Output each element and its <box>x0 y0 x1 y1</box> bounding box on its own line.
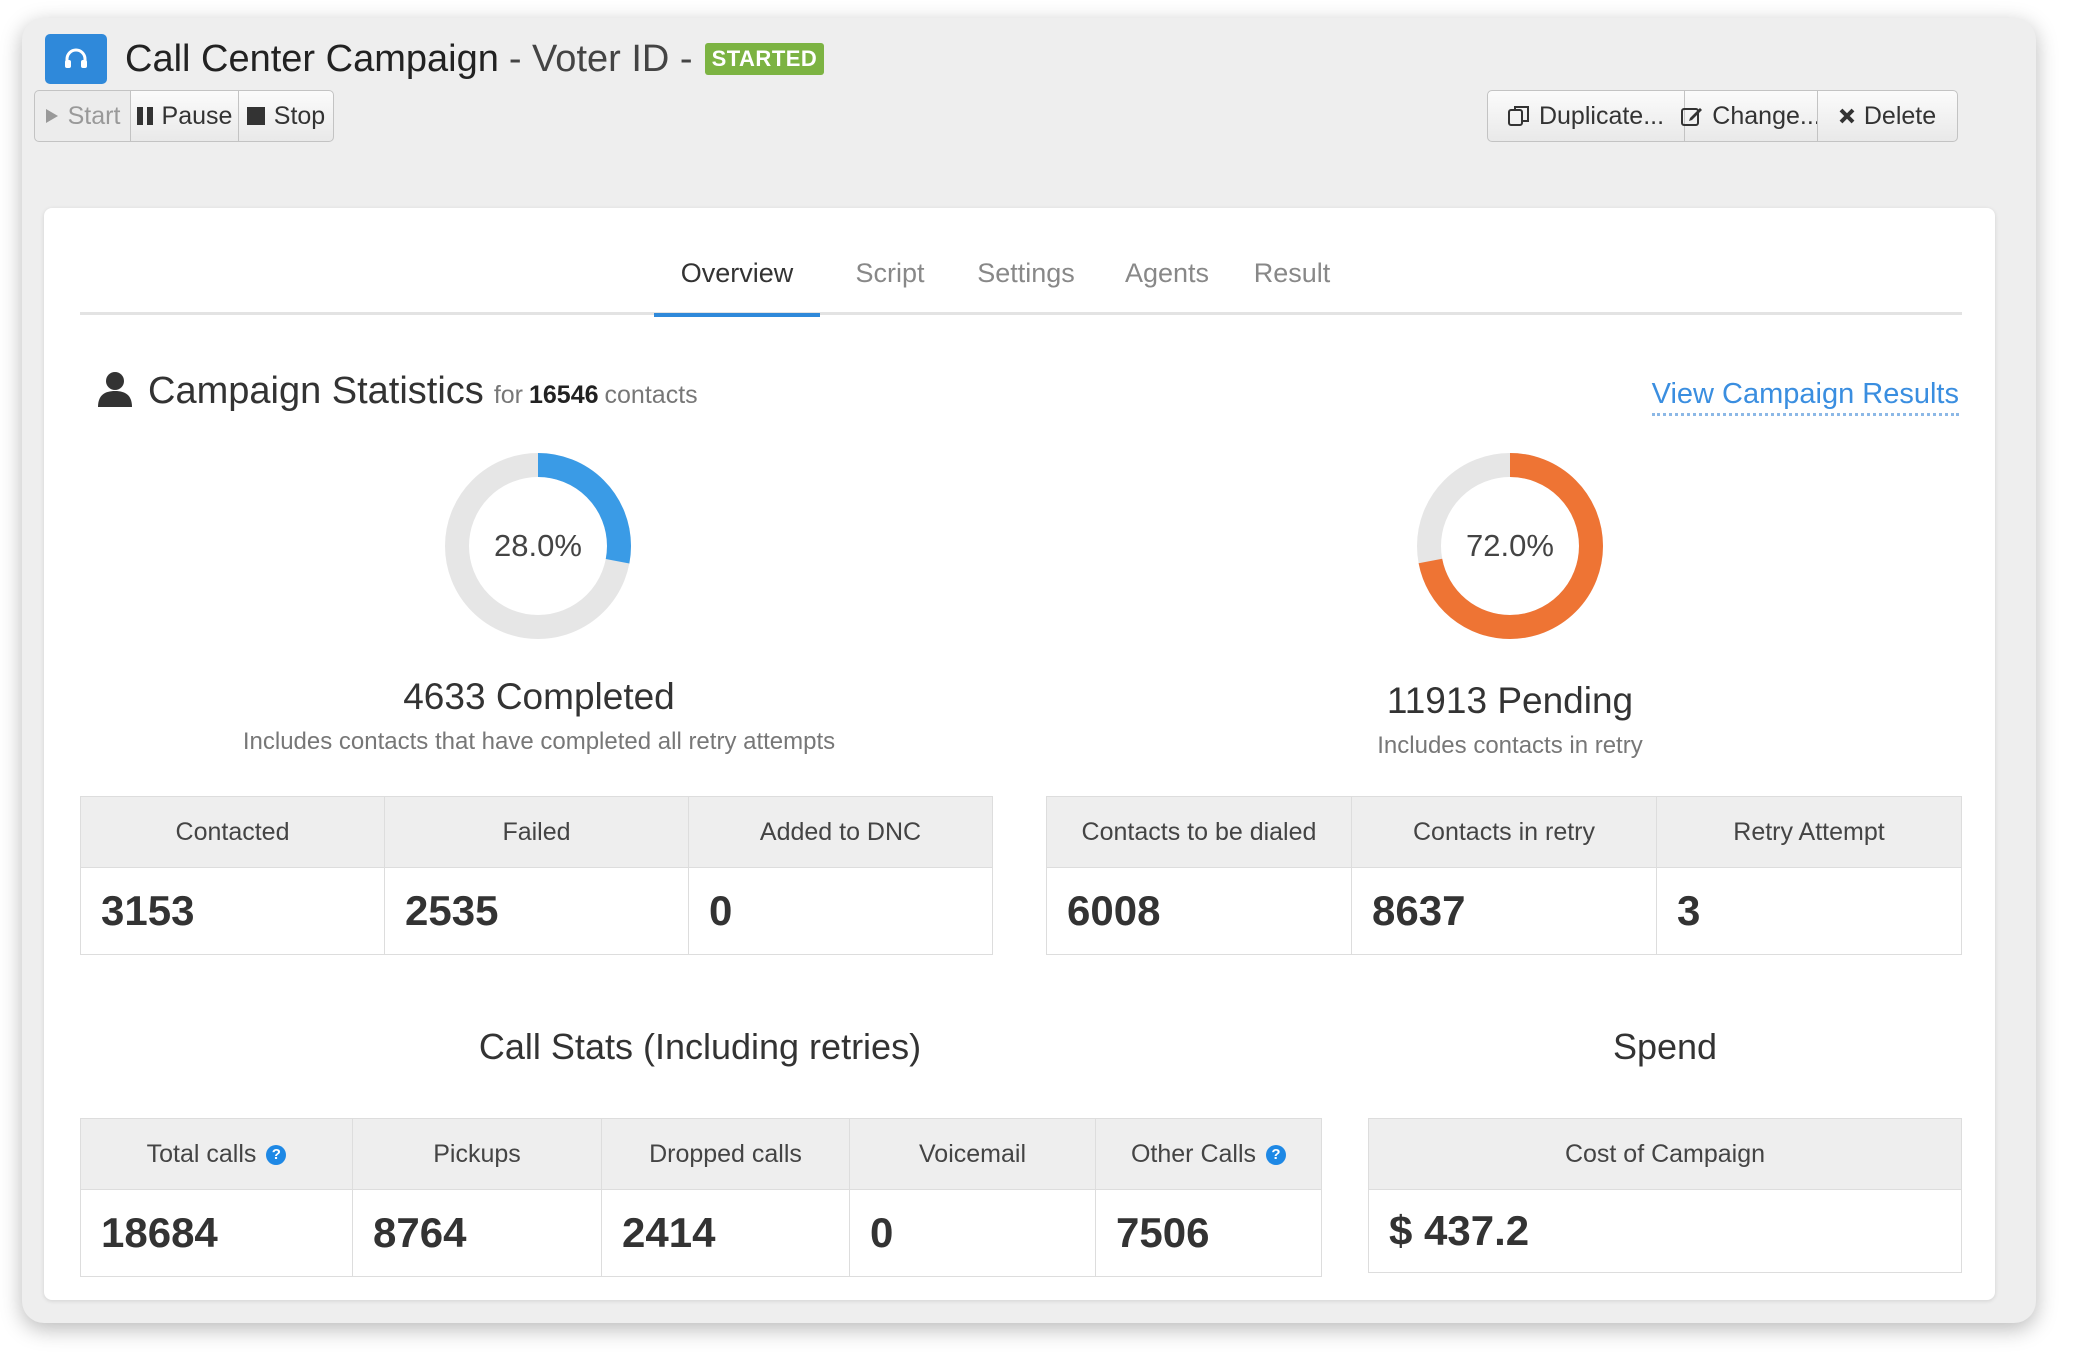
header-contacts-to-be-dialed: Contacts to be dialed <box>1046 796 1352 868</box>
change-label: Change... <box>1712 101 1821 130</box>
pause-label: Pause <box>161 101 233 130</box>
tab-result[interactable]: Result <box>1242 258 1342 312</box>
delete-button[interactable]: Delete <box>1817 90 1958 142</box>
campaign-panel: Overview Script Settings Agents Result C… <box>44 208 1995 1300</box>
call-stats-table: Total calls? Pickups Dropped calls Voice… <box>80 1118 1322 1277</box>
tab-result-label: Result <box>1253 258 1331 288</box>
status-badge: STARTED <box>704 43 825 75</box>
tab-agents[interactable]: Agents <box>1112 258 1222 312</box>
tab-settings[interactable]: Settings <box>960 258 1092 312</box>
pause-button[interactable]: Pause <box>130 90 239 142</box>
stop-button[interactable]: Stop <box>238 90 334 142</box>
pending-percent: 72.0% <box>1466 528 1554 563</box>
value-voicemail: 0 <box>849 1189 1096 1277</box>
header-total-calls: Total calls? <box>80 1118 353 1190</box>
stats-title: Campaign Statistics <box>148 370 484 412</box>
app-window: Call Center Campaign - Voter ID - STARTE… <box>22 18 2036 1323</box>
pending-note: Includes contacts in retry <box>1377 732 1643 759</box>
header-other-calls: Other Calls? <box>1095 1118 1322 1190</box>
tab-script[interactable]: Script <box>840 258 940 312</box>
tab-overview-label: Overview <box>680 258 794 288</box>
play-icon <box>45 108 59 124</box>
copy-icon <box>1507 105 1530 127</box>
completed-percent: 28.0% <box>494 528 582 563</box>
table-row: $ 437.2 <box>1368 1189 1962 1273</box>
change-button[interactable]: Change... <box>1681 90 1821 142</box>
other-calls-label: Other Calls <box>1130 1139 1257 1168</box>
close-icon <box>1839 108 1855 124</box>
value-total-calls: 18684 <box>80 1189 353 1277</box>
user-icon <box>98 371 132 412</box>
page-title: Call Center Campaign <box>125 37 499 80</box>
completed-donut-arc <box>445 453 631 639</box>
spend-table: Cost of Campaign $ 437.2 <box>1368 1118 1962 1273</box>
tab-bar: Overview Script Settings Agents Result <box>80 258 1962 317</box>
header-voicemail: Voicemail <box>849 1118 1096 1190</box>
pause-icon <box>136 107 153 125</box>
duplicate-button[interactable]: Duplicate... <box>1487 90 1685 142</box>
completed-donut: 28.0% <box>443 451 633 641</box>
tab-overview[interactable]: Overview <box>654 258 820 317</box>
stop-label: Stop <box>273 101 326 130</box>
view-campaign-results-link[interactable]: View Campaign Results <box>1651 378 1959 416</box>
table-header-row: Contacted Failed Added to DNC <box>80 796 993 868</box>
tab-agents-label: Agents <box>1124 258 1210 288</box>
table-header-row: Contacts to be dialed Contacts in retry … <box>1046 796 1962 868</box>
tab-settings-label: Settings <box>977 258 1075 288</box>
completed-note: Includes contacts that have completed al… <box>242 728 836 755</box>
help-icon[interactable]: ? <box>266 1144 287 1165</box>
completed-breakdown-table: Contacted Failed Added to DNC 3153 2535 … <box>80 796 993 955</box>
page-subtitle: - Voter ID - <box>508 37 693 80</box>
value-contacted: 3153 <box>80 867 385 955</box>
header-added-to-dnc: Added to DNC <box>688 796 993 868</box>
campaign-title: Call Center Campaign - Voter ID - STARTE… <box>125 34 825 84</box>
value-failed: 2535 <box>384 867 689 955</box>
help-icon[interactable]: ? <box>1266 1144 1287 1165</box>
start-button[interactable]: Start <box>34 90 131 142</box>
table-header-row: Cost of Campaign <box>1368 1118 1962 1190</box>
contacts-label: contacts <box>604 381 698 409</box>
header-contacts-in-retry: Contacts in retry <box>1351 796 1657 868</box>
campaign-statistics-heading: Campaign Statistics for 16546 contacts <box>98 370 698 413</box>
campaign-actions-group: Duplicate... Change... Delete <box>1487 90 1958 142</box>
stop-icon <box>246 107 265 125</box>
spend-title: Spend <box>1612 1026 1718 1067</box>
start-label: Start <box>67 101 121 130</box>
table-header-row: Total calls? Pickups Dropped calls Voice… <box>80 1118 1322 1190</box>
total-calls-label: Total calls <box>146 1139 257 1168</box>
table-row: 6008 8637 3 <box>1046 867 1962 955</box>
header-failed: Failed <box>384 796 689 868</box>
header-dropped-calls: Dropped calls <box>601 1118 850 1190</box>
table-row: 18684 8764 2414 0 7506 <box>80 1189 1322 1277</box>
pending-count-label: 11913 Pending <box>1386 680 1634 721</box>
edit-icon <box>1681 105 1703 127</box>
header-pickups: Pickups <box>352 1118 602 1190</box>
value-cost-of-campaign: $ 437.2 <box>1368 1189 1962 1273</box>
pending-donut-arc <box>1417 453 1603 639</box>
completed-count-label: 4633 Completed <box>403 676 675 717</box>
value-other-calls: 7506 <box>1095 1189 1322 1277</box>
stats-for-label: for <box>493 381 523 409</box>
value-dropped-calls: 2414 <box>601 1189 850 1277</box>
value-contacts-to-be-dialed: 6008 <box>1046 867 1352 955</box>
contact-count: 16546 <box>529 381 599 409</box>
call-stats-title: Call Stats (Including retries) <box>478 1026 922 1067</box>
delete-label: Delete <box>1863 101 1937 130</box>
header-cost-of-campaign: Cost of Campaign <box>1368 1118 1962 1190</box>
tab-script-label: Script <box>855 258 925 288</box>
headset-icon <box>45 34 107 84</box>
header-contacted: Contacted <box>80 796 385 868</box>
value-contacts-in-retry: 8637 <box>1351 867 1657 955</box>
value-retry-attempt: 3 <box>1656 867 1962 955</box>
campaign-control-group: Start Pause Stop <box>34 90 334 142</box>
pending-donut: 72.0% <box>1415 451 1605 641</box>
value-added-to-dnc: 0 <box>688 867 993 955</box>
value-pickups: 8764 <box>352 1189 602 1277</box>
duplicate-label: Duplicate... <box>1538 101 1665 130</box>
pending-breakdown-table: Contacts to be dialed Contacts in retry … <box>1046 796 1962 955</box>
table-row: 3153 2535 0 <box>80 867 993 955</box>
header-retry-attempt: Retry Attempt <box>1656 796 1962 868</box>
